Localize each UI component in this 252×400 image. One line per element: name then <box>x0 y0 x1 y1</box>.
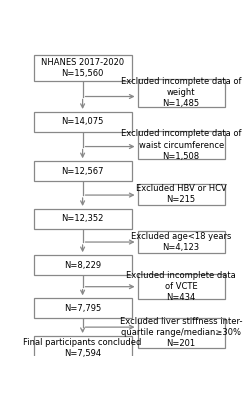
FancyBboxPatch shape <box>34 112 131 132</box>
FancyBboxPatch shape <box>34 298 131 318</box>
FancyBboxPatch shape <box>34 336 131 361</box>
Text: N=12,567: N=12,567 <box>61 167 103 176</box>
Text: Excluded HBV or HCV
N=215: Excluded HBV or HCV N=215 <box>135 184 226 204</box>
FancyBboxPatch shape <box>137 79 224 106</box>
FancyBboxPatch shape <box>137 184 224 205</box>
Text: N=8,229: N=8,229 <box>64 261 101 270</box>
FancyBboxPatch shape <box>137 231 224 253</box>
FancyBboxPatch shape <box>137 274 224 299</box>
FancyBboxPatch shape <box>137 318 224 348</box>
Text: NHANES 2017-2020
N=15,560: NHANES 2017-2020 N=15,560 <box>41 58 124 78</box>
Text: N=14,075: N=14,075 <box>61 118 103 126</box>
FancyBboxPatch shape <box>34 209 131 229</box>
Text: Excluded age<18 years
N=4,123: Excluded age<18 years N=4,123 <box>131 232 230 252</box>
Text: Excluded incomplete data
of VCTE
N=434: Excluded incomplete data of VCTE N=434 <box>126 271 235 302</box>
Text: N=12,352: N=12,352 <box>61 214 103 224</box>
Text: Excluded incomplete data of
waist circumference
N=1,508: Excluded incomplete data of waist circum… <box>120 130 240 161</box>
FancyBboxPatch shape <box>34 255 131 275</box>
FancyBboxPatch shape <box>137 131 224 159</box>
Text: Excluded liver stiffness inter-
quartile range/median≥30%
N=201: Excluded liver stiffness inter- quartile… <box>119 317 241 348</box>
FancyBboxPatch shape <box>34 55 131 81</box>
Text: N=7,795: N=7,795 <box>64 304 101 313</box>
FancyBboxPatch shape <box>34 161 131 181</box>
Text: Final participants concluded
N=7,594: Final participants concluded N=7,594 <box>23 338 141 358</box>
Text: Excluded incomplete data of
weight
N=1,485: Excluded incomplete data of weight N=1,4… <box>120 77 240 108</box>
